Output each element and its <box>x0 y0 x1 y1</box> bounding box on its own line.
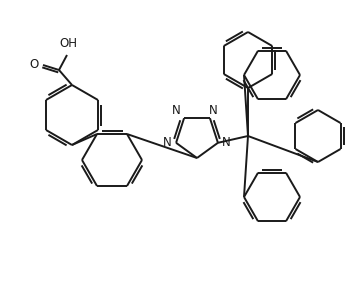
Text: N: N <box>163 136 172 149</box>
Text: N: N <box>209 104 217 117</box>
Text: N: N <box>221 136 230 149</box>
Text: O: O <box>30 58 38 71</box>
Text: OH: OH <box>59 37 77 50</box>
Text: N: N <box>172 104 180 117</box>
